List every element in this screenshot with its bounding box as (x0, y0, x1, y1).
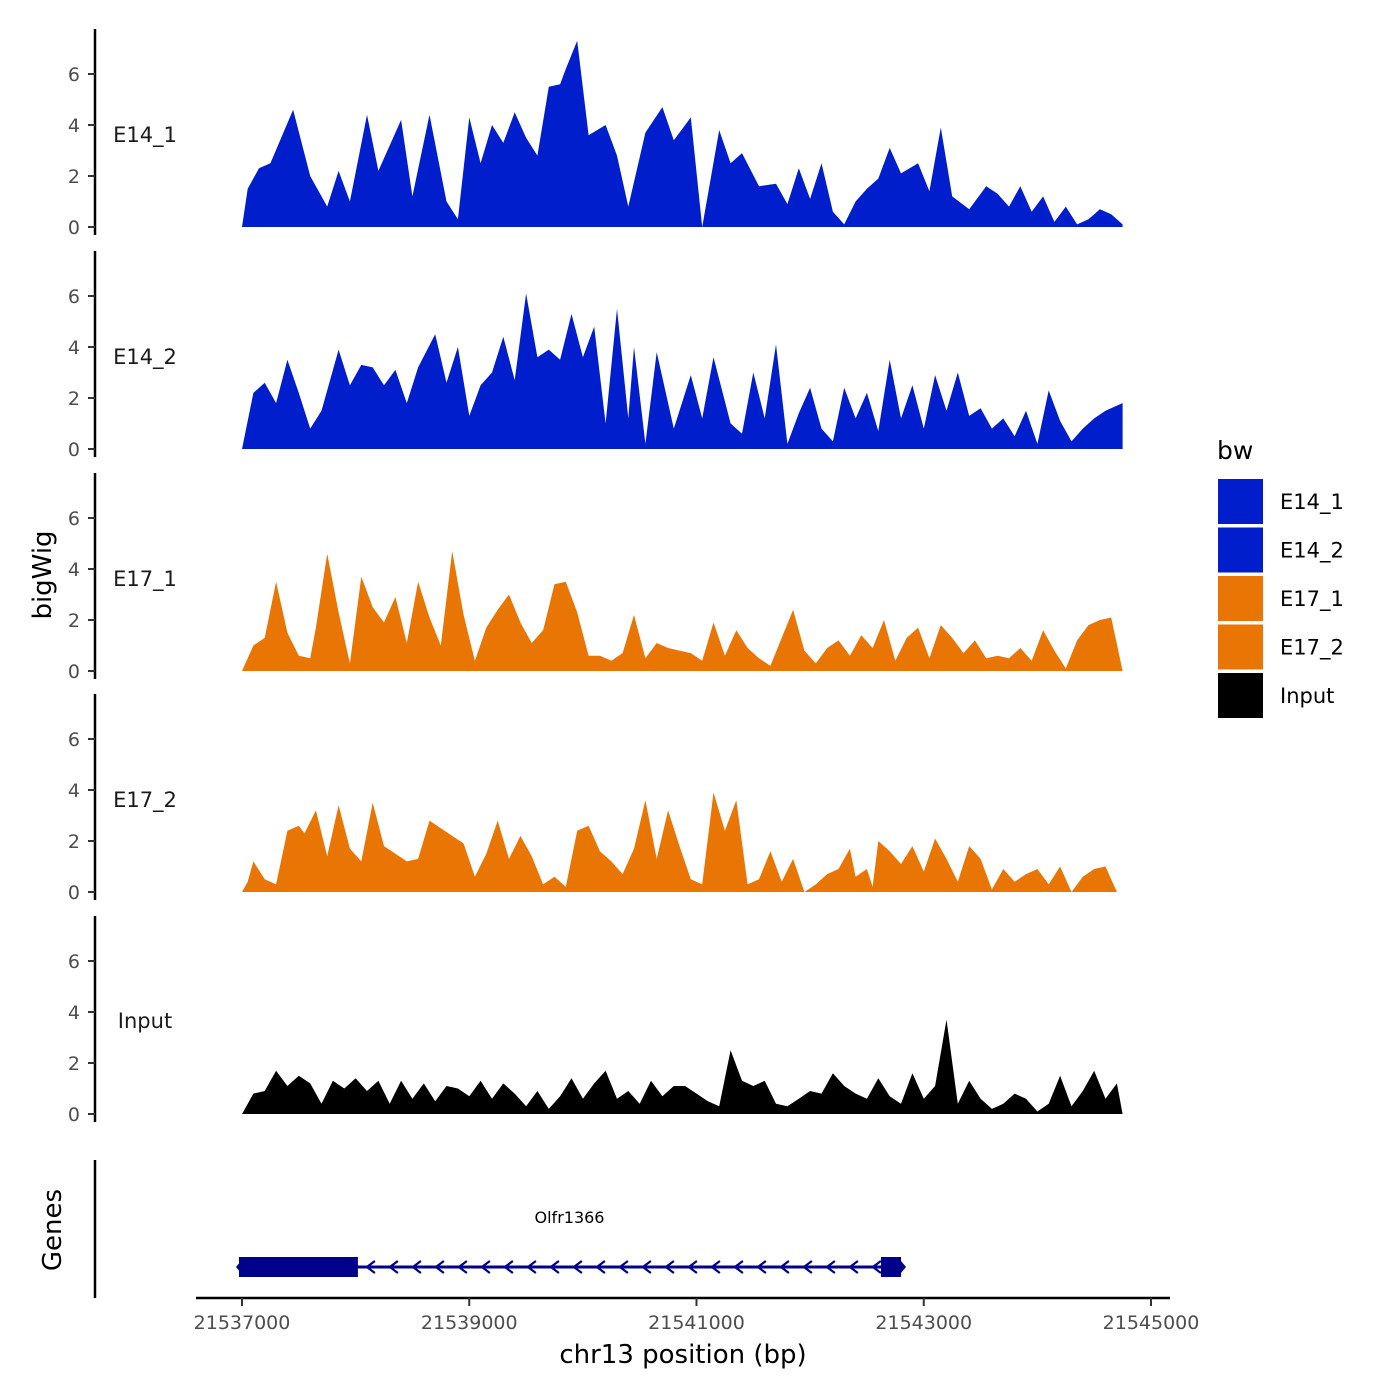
gene-end-cap (901, 1261, 907, 1273)
track-label-e17_2: E17_2 (113, 788, 177, 813)
x-axis: 21537000 21539000 21541000 21543000 21545000 (194, 1296, 1200, 1334)
track-label-e14_1: E14_1 (113, 123, 177, 148)
gene-start-cap (236, 1261, 241, 1273)
y-tick-label: 2 (68, 610, 80, 632)
legend-key-input (1218, 673, 1263, 718)
strand-arrow-icon (526, 1260, 537, 1274)
legend-label-e17_2: E17_2 (1280, 636, 1344, 661)
y-tick-label: 6 (68, 951, 80, 973)
track-E14_1: 0 2 4 6 E14_1 (68, 29, 1123, 239)
strand-arrow-icon (480, 1260, 491, 1274)
legend-key-e17_1 (1218, 576, 1263, 621)
strand-arrow-icon (687, 1260, 698, 1274)
legend-label-e17_1: E17_1 (1280, 587, 1344, 612)
strand-arrow-icon (595, 1260, 606, 1274)
track-Input: 0 2 4 6 Input (68, 916, 1123, 1126)
legend-title: bw (1217, 436, 1253, 465)
track-label-e14_2: E14_2 (113, 345, 177, 370)
y-axis-title: bigWig (28, 530, 58, 619)
strand-arrow-icon (549, 1260, 560, 1274)
legend-label-e14_2: E14_2 (1280, 539, 1344, 564)
strand-arrow-icon (388, 1260, 399, 1274)
y-tick-label: 2 (68, 1053, 80, 1075)
signal-area-input (242, 1019, 1123, 1114)
x-tick-label: 21539000 (421, 1312, 518, 1334)
strand-arrow-icon (710, 1260, 721, 1274)
y-tick-label: 4 (68, 559, 80, 581)
y-tick-label: 2 (68, 388, 80, 410)
gene-name-label: Olfr1366 (535, 1208, 605, 1227)
y-tick-label: 6 (68, 729, 80, 751)
strand-arrow-icon (733, 1260, 744, 1274)
strand-arrow-icon (664, 1260, 675, 1274)
signal-area-e14_1 (242, 40, 1123, 227)
y-tick-label: 4 (68, 1002, 80, 1024)
y-tick-label: 6 (68, 508, 80, 530)
track-label-e17_1: E17_1 (113, 567, 177, 592)
y-tick-label: 6 (68, 286, 80, 308)
strand-arrow-icon (802, 1260, 813, 1274)
y-tick-label: 2 (68, 831, 80, 853)
track-label-input: Input (118, 1009, 172, 1033)
strand-arrow-icon (503, 1260, 514, 1274)
y-tick-label: 6 (68, 64, 80, 86)
gene-track: Genes Olfr1366 (38, 1160, 907, 1298)
legend-key-e14_2 (1218, 527, 1263, 573)
x-axis-title: chr13 position (bp) (559, 1340, 806, 1370)
y-tick-label: 4 (68, 337, 80, 359)
y-tick-label: 0 (68, 661, 80, 683)
strand-arrow-icon (641, 1260, 652, 1274)
track-E17_1: 0 2 4 6 E17_1 (68, 473, 1123, 683)
strand-arrow-icon (779, 1260, 790, 1274)
y-tick-label: 4 (68, 115, 80, 137)
x-tick-label: 21545000 (1103, 1312, 1200, 1334)
x-tick-label: 21543000 (875, 1312, 972, 1334)
strand-arrow-icon (457, 1260, 468, 1274)
gene-exon (239, 1257, 358, 1277)
y-tick-label: 0 (68, 439, 80, 461)
strand-arrow-icon (871, 1260, 882, 1274)
y-tick-label: 0 (68, 1104, 80, 1126)
strand-arrow-icon (411, 1260, 422, 1274)
legend-label-e14_1: E14_1 (1280, 490, 1344, 515)
y-tick-label: 2 (68, 166, 80, 188)
y-tick-label: 4 (68, 780, 80, 802)
legend-key-e17_2 (1218, 624, 1263, 670)
x-tick-label: 21537000 (194, 1312, 291, 1334)
strand-arrow-icon (618, 1260, 629, 1274)
signal-area-e17_2 (242, 792, 1117, 892)
legend-label-input: Input (1280, 684, 1334, 708)
strand-arrow-icon (825, 1260, 836, 1274)
x-tick-label: 21541000 (648, 1312, 745, 1334)
strand-arrow-icon (848, 1260, 859, 1274)
strand-arrow-icon (365, 1260, 376, 1274)
tracks-layer: 0 2 4 6 E14_1 0 2 4 6 E14_2 0 2 4 6 E17_1 0 2 4 6 E17_2 0 2 4 6… (68, 29, 1123, 1126)
genes-track-title: Genes (38, 1189, 68, 1271)
strand-arrow-icon (572, 1260, 583, 1274)
legend: bw E14_1 E14_2 E17_1 E17_2 Input (1217, 436, 1344, 718)
signal-area-e14_2 (242, 293, 1123, 449)
strand-arrow-icon (756, 1260, 767, 1274)
strand-arrow-icon (434, 1260, 445, 1274)
gene-exon (880, 1257, 902, 1277)
y-tick-label: 0 (68, 217, 80, 239)
signal-area-e17_1 (242, 551, 1123, 671)
y-tick-label: 0 (68, 882, 80, 904)
track-E17_2: 0 2 4 6 E17_2 (68, 694, 1117, 904)
track-E14_2: 0 2 4 6 E14_2 (68, 251, 1123, 461)
legend-key-e14_1 (1218, 479, 1263, 524)
